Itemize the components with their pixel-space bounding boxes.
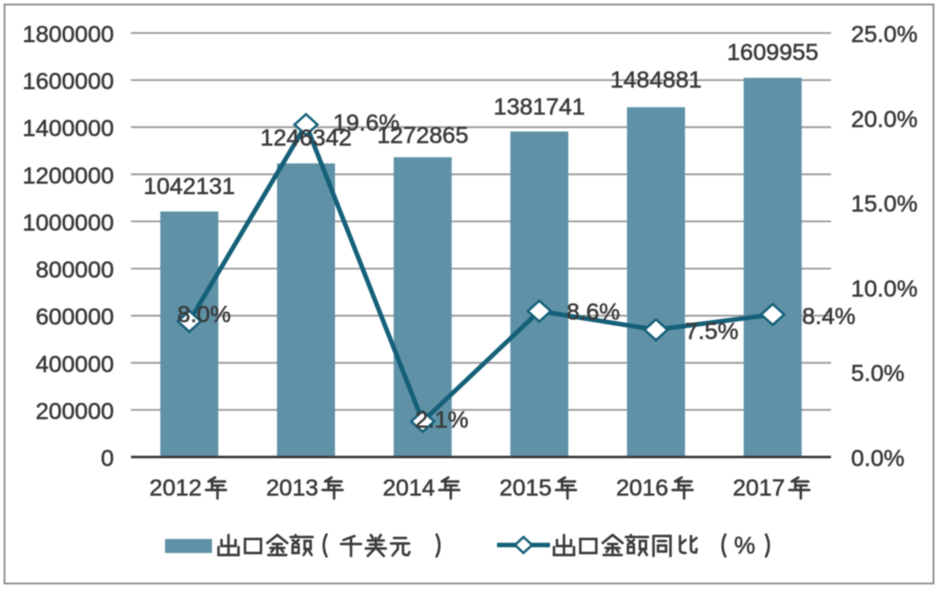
svg-text:200000: 200000 [36, 398, 114, 424]
svg-text:0: 0 [101, 445, 114, 471]
svg-text:2.1%: 2.1% [415, 406, 469, 432]
svg-text:7.5%: 7.5% [685, 318, 739, 344]
svg-text:1200000: 1200000 [23, 162, 115, 188]
svg-text:%: % [734, 533, 755, 560]
svg-text:1484881: 1484881 [610, 67, 702, 93]
svg-text:5.0%: 5.0% [851, 360, 905, 386]
svg-text:2017: 2017 [733, 474, 785, 500]
svg-text:1600000: 1600000 [23, 68, 115, 94]
svg-text:1042131: 1042131 [144, 173, 236, 199]
svg-text:400000: 400000 [36, 351, 114, 377]
svg-text:10.0%: 10.0% [851, 275, 918, 301]
svg-text:19.6%: 19.6% [333, 110, 400, 136]
svg-text:8.4%: 8.4% [802, 303, 856, 329]
svg-text:1400000: 1400000 [23, 115, 115, 141]
svg-text:1272865: 1272865 [377, 122, 469, 148]
svg-text:600000: 600000 [36, 304, 114, 330]
svg-text:2012: 2012 [149, 474, 201, 500]
svg-text:8.6%: 8.6% [567, 299, 621, 325]
svg-text:2014: 2014 [383, 474, 435, 500]
svg-text:1800000: 1800000 [23, 21, 115, 47]
svg-text:8.0%: 8.0% [177, 301, 231, 327]
svg-text:1246342: 1246342 [260, 125, 352, 151]
svg-text:2015: 2015 [499, 474, 551, 500]
svg-text:800000: 800000 [36, 257, 114, 283]
svg-text:1000000: 1000000 [23, 209, 115, 235]
svg-text:2016: 2016 [616, 474, 668, 500]
svg-text:0.0%: 0.0% [851, 445, 905, 471]
svg-text:1381741: 1381741 [494, 94, 586, 120]
svg-text:1609955: 1609955 [727, 39, 819, 65]
svg-text:15.0%: 15.0% [851, 191, 918, 217]
svg-text:25.0%: 25.0% [851, 21, 918, 47]
svg-text:2013: 2013 [266, 474, 318, 500]
svg-text:20.0%: 20.0% [851, 106, 918, 132]
